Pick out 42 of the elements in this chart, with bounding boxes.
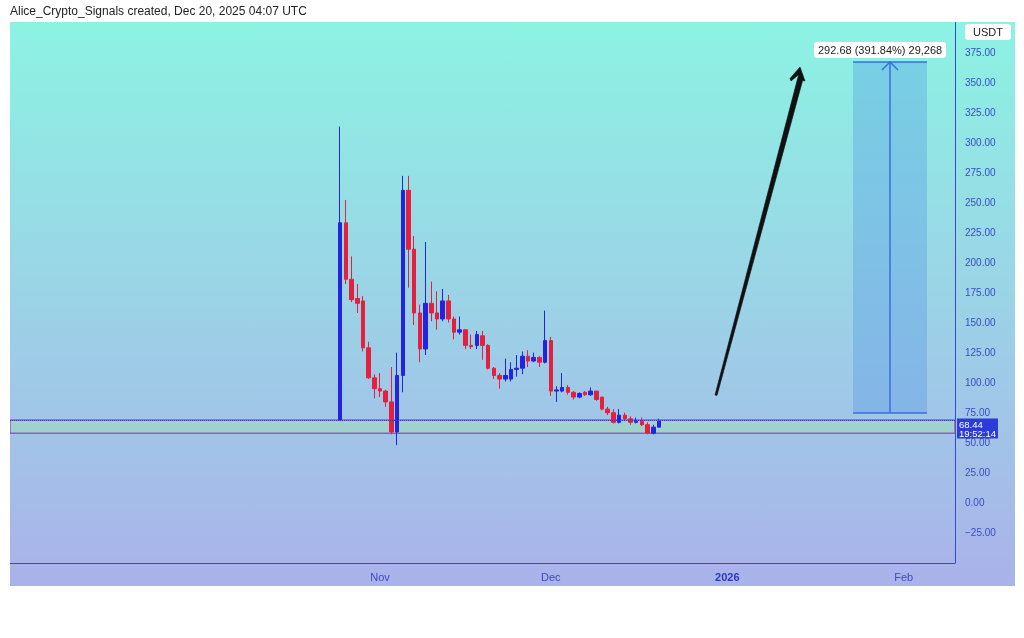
y-tick-label: 225.00: [965, 226, 997, 238]
y-tick-label: 200.00: [965, 256, 997, 268]
candlestick: [526, 349, 530, 368]
y-tick-label: 300.00: [965, 136, 997, 148]
y-tick-label: 375.00: [965, 46, 997, 58]
candlestick: [588, 386, 593, 397]
candlestick: [634, 417, 638, 425]
y-tick-label: 350.00: [965, 76, 997, 88]
y-tick-label: 175.00: [965, 287, 997, 298]
candlestick: [395, 352, 399, 446]
y-tick-label: 250.00: [965, 196, 997, 208]
annotation: 292.68 (391.84%) 29,268: [814, 42, 947, 58]
x-tick-label: Nov: [370, 570, 391, 583]
ref-line-label: 68.44 19:52:14: [959, 418, 996, 439]
candlestick: [549, 336, 553, 397]
y-tick-label: −25.00: [965, 527, 997, 539]
candlestick: [440, 288, 445, 322]
candlestick: [418, 304, 422, 363]
y-tick-label: 75.00: [965, 407, 991, 419]
candlestick: [537, 355, 542, 368]
candlestick: [338, 126, 342, 421]
x-tick-label: Feb: [894, 570, 914, 583]
candlestick: [543, 310, 547, 364]
y-tick-label: 25.00: [965, 467, 991, 479]
y-tick-label: 125.00: [965, 347, 997, 359]
y-tick-label: 100.00: [965, 377, 997, 389]
y-axis-title: USDT: [965, 24, 1011, 40]
candlestick: [401, 175, 405, 393]
candlestick: [577, 391, 582, 399]
candlestick: [531, 352, 536, 363]
y-tick-label: 150.00: [965, 317, 997, 329]
candlestick: [457, 316, 462, 336]
x-tick-label: Dec: [541, 570, 562, 583]
chart-title: Alice_Crypto_Signals created, Dec 20, 2025 04:07 UTC: [10, 4, 307, 18]
candlestick: [475, 330, 479, 350]
y-tick-label: 50.00: [965, 437, 991, 449]
candlestick: [423, 241, 428, 356]
y-tick-label: 275.00: [965, 166, 997, 178]
x-tick-label: 2026: [715, 570, 740, 583]
y-tick-label: 0.00: [965, 497, 985, 509]
candlestick: [583, 390, 587, 397]
y-tick-label: 325.00: [965, 106, 997, 118]
